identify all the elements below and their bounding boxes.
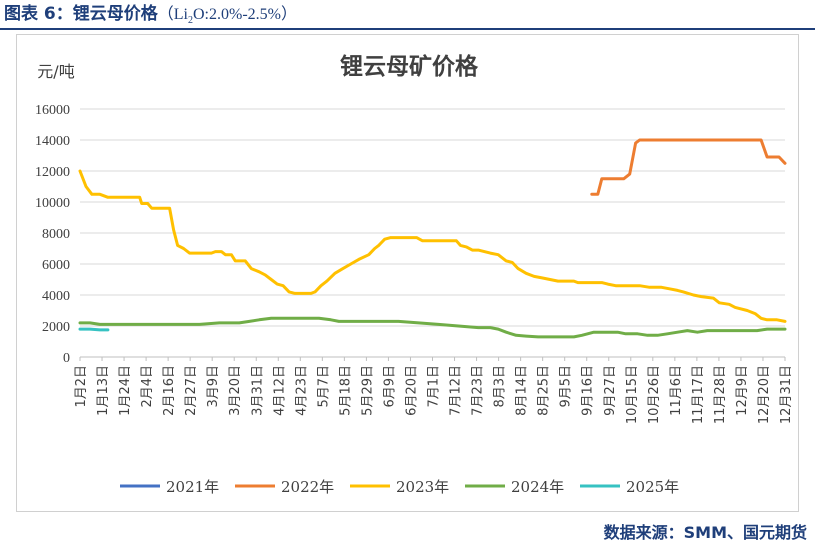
x-tick-label: 9月16日 [581, 365, 596, 416]
x-tick-label: 8月14日 [515, 365, 530, 416]
x-tick-label: 10月26日 [647, 365, 662, 424]
line-chart: 锂云母矿价格 元/吨 0 2000 4000 6000 8000 10000 12000 14… [35, 53, 794, 496]
y-axis-unit-label: 元/吨 [37, 62, 74, 81]
x-tick-label: 5月29日 [360, 365, 375, 416]
legend: 2021年 2022年 2023年 2024年 2025年 [120, 478, 679, 496]
chart-title: 锂云母矿价格 [340, 53, 479, 80]
x-tick-label: 9月5日 [559, 365, 574, 408]
series-line [590, 138, 787, 196]
x-tick-label: 11月28日 [713, 365, 728, 424]
y-tick-label: 8000 [42, 227, 70, 242]
series-line [78, 316, 787, 339]
chart-frame: 锂云母矿价格 元/吨 0 2000 4000 6000 8000 10000 12000 14… [16, 34, 799, 512]
x-tick-label: 11月17日 [691, 365, 706, 424]
x-tick-label: 8月3日 [493, 365, 508, 408]
legend-label: 2021年 [166, 478, 219, 496]
series-line [78, 327, 110, 332]
figure-formula: （Li2O:2.0%-2.5%） [157, 6, 297, 27]
legend-label: 2024年 [511, 478, 564, 496]
legend-label: 2025年 [626, 478, 679, 496]
gridlines [80, 108, 785, 358]
x-tick-label: 12月31日 [779, 365, 794, 424]
legend-label: 2022年 [281, 478, 334, 496]
x-tick-label: 2月16日 [162, 365, 177, 416]
x-tick-label: 7月23日 [471, 365, 486, 416]
x-tick-label: 1月24日 [118, 365, 133, 416]
series-lines [78, 138, 787, 339]
y-tick-label: 6000 [42, 258, 70, 273]
x-tick-label: 4月23日 [294, 365, 309, 416]
x-tick-label: 2月4日 [140, 365, 155, 408]
x-tick-label: 3月9日 [206, 365, 221, 408]
x-tick-label: 1月2日 [74, 365, 89, 408]
figure-label: 图表 6： [4, 4, 73, 24]
figure-title: 图表 6：锂云母价格（Li2O:2.0%-2.5%） [4, 2, 297, 26]
x-tick-label: 6月20日 [404, 365, 419, 416]
x-tick-label: 9月27日 [603, 365, 618, 416]
x-tick-label: 8月25日 [537, 365, 552, 416]
x-tick-label: 2月27日 [184, 365, 199, 416]
x-tick-label: 7月1日 [427, 365, 442, 408]
y-tick-label: 10000 [35, 196, 70, 211]
legend-label: 2023年 [396, 478, 449, 496]
figure-name: 锂云母价格 [72, 4, 158, 24]
x-tick-label: 4月12日 [272, 365, 287, 416]
y-tick-label: 0 [63, 351, 70, 366]
x-axis-tick-labels: 1月2日 1月13日 1月24日 2月4日 2月16日 2月27日 3月9日 3月20日 3月3… [74, 357, 794, 424]
title-rule [0, 28, 815, 30]
x-tick-label: 5月7日 [316, 365, 331, 408]
x-tick-label: 10月15日 [625, 365, 640, 424]
y-tick-label: 4000 [42, 289, 70, 304]
x-tick-label: 3月31日 [250, 365, 265, 416]
x-tick-label: 5月18日 [338, 365, 353, 416]
y-tick-label: 2000 [42, 320, 70, 335]
y-axis-tick-labels: 0 2000 4000 6000 8000 10000 12000 14000 16000 [35, 103, 70, 366]
y-tick-label: 12000 [35, 165, 70, 180]
formula-subscript: 2 [187, 15, 193, 27]
formula-suffix: O:2.0%-2.5%） [192, 6, 297, 23]
formula-prefix: （Li [157, 6, 188, 23]
data-source: 数据来源：SMM、国元期货 [603, 523, 807, 542]
y-tick-label: 16000 [35, 103, 70, 118]
x-tick-label: 7月12日 [449, 365, 464, 416]
x-tick-label: 6月9日 [382, 365, 397, 408]
series-line [78, 169, 787, 323]
x-tick-label: 12月20日 [757, 365, 772, 424]
x-tick-label: 1月13日 [96, 365, 111, 416]
x-tick-label: 3月20日 [228, 365, 243, 416]
x-tick-label: 12月9日 [735, 365, 750, 416]
x-tick-label: 11月6日 [669, 365, 684, 416]
y-tick-label: 14000 [35, 134, 70, 149]
